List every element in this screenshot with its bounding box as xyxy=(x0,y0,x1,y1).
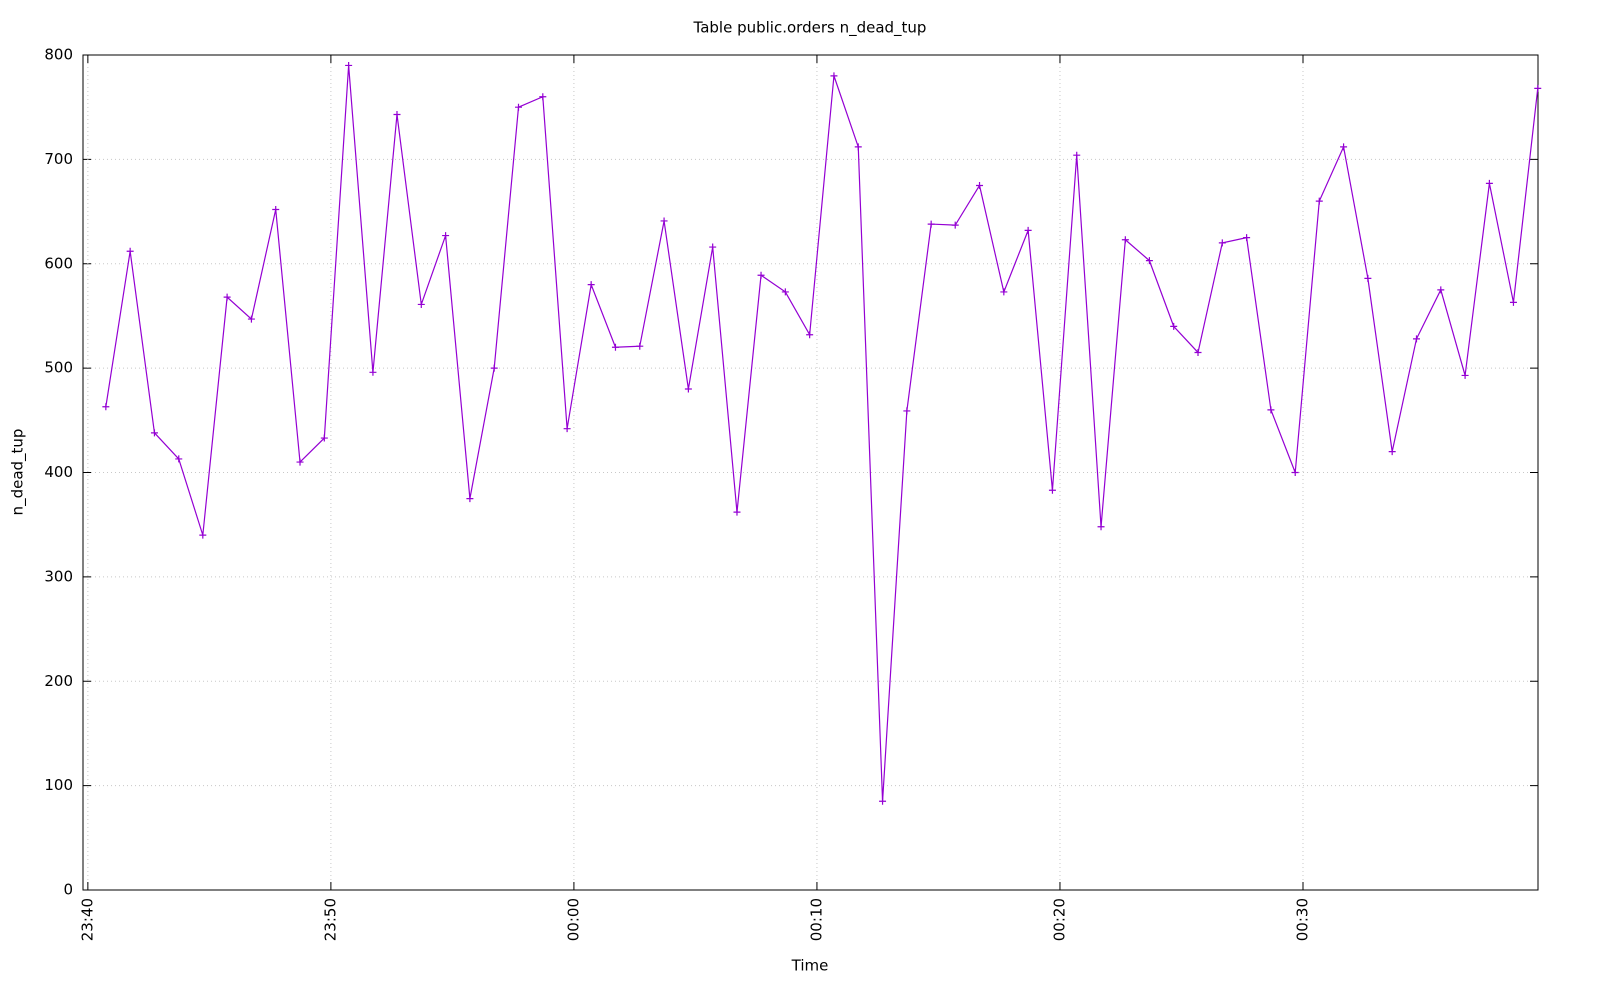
data-point xyxy=(1340,143,1348,151)
data-point xyxy=(660,217,668,225)
data-point xyxy=(296,458,304,466)
data-point xyxy=(611,343,619,351)
y-tick-label: 200 xyxy=(44,672,73,690)
data-point xyxy=(247,315,255,323)
data-point xyxy=(199,531,207,539)
data-point xyxy=(1024,226,1032,234)
data-point xyxy=(854,143,862,151)
data-point xyxy=(272,205,280,213)
data-point xyxy=(976,181,984,189)
data-point xyxy=(442,232,450,240)
y-tick-label: 500 xyxy=(44,359,73,377)
x-tick-label: 00:30 xyxy=(1293,898,1311,941)
data-point xyxy=(515,103,523,111)
data-point xyxy=(1412,335,1420,343)
y-tick-label: 100 xyxy=(44,776,73,794)
data-point xyxy=(1364,274,1372,282)
data-point xyxy=(1000,288,1008,296)
data-point xyxy=(1121,236,1129,244)
data-point xyxy=(684,385,692,393)
data-point xyxy=(345,61,353,69)
data-point xyxy=(393,110,401,118)
data-point xyxy=(733,508,741,516)
y-tick-label: 300 xyxy=(44,567,73,585)
x-tick-label: 00:00 xyxy=(564,898,582,941)
data-point xyxy=(903,407,911,415)
y-tick-label: 600 xyxy=(44,254,73,272)
data-point xyxy=(1461,371,1469,379)
data-point xyxy=(1170,322,1178,330)
data-point xyxy=(369,368,377,376)
data-point xyxy=(806,331,814,339)
data-point xyxy=(757,271,765,279)
data-line xyxy=(105,65,1539,802)
data-point xyxy=(636,342,644,350)
data-point xyxy=(1267,406,1275,414)
y-tick-label: 700 xyxy=(44,150,73,168)
y-axis-label: n_dead_tup xyxy=(9,429,28,516)
data-point xyxy=(1291,469,1299,476)
data-point xyxy=(126,247,134,255)
data-point xyxy=(1509,298,1517,306)
data-point xyxy=(223,293,231,301)
data-point xyxy=(1218,239,1226,247)
data-point xyxy=(1437,286,1445,294)
plot-border xyxy=(82,54,1539,891)
data-point xyxy=(539,93,547,101)
data-point xyxy=(1315,197,1323,205)
y-tick-label: 800 xyxy=(44,46,73,64)
data-point xyxy=(1048,486,1056,494)
data-point xyxy=(320,434,328,442)
x-tick-label: 23:50 xyxy=(321,898,339,941)
y-tick-label: 0 xyxy=(63,881,73,899)
data-point xyxy=(781,288,789,296)
y-tick-label: 400 xyxy=(44,463,73,481)
data-point xyxy=(466,495,474,503)
data-point xyxy=(150,429,158,437)
data-point xyxy=(951,221,959,229)
data-point xyxy=(1097,523,1105,531)
data-point xyxy=(102,403,110,411)
data-point xyxy=(1194,348,1202,356)
data-point xyxy=(1485,179,1493,187)
data-point xyxy=(830,72,838,80)
data-point xyxy=(417,300,425,308)
data-point xyxy=(1243,234,1251,242)
data-point xyxy=(879,797,887,805)
data-point xyxy=(1534,84,1542,92)
data-point xyxy=(927,220,935,228)
x-tick-label: 23:40 xyxy=(78,898,96,941)
data-point xyxy=(1145,257,1153,265)
data-point xyxy=(1073,151,1081,159)
data-point xyxy=(587,281,595,289)
data-point xyxy=(1388,448,1396,456)
x-tick-label: 00:10 xyxy=(807,898,825,941)
data-point xyxy=(563,425,571,433)
chart-title: Table public.orders n_dead_tup xyxy=(693,19,927,38)
data-point xyxy=(490,364,498,372)
data-point xyxy=(709,243,717,251)
x-tick-label: 00:20 xyxy=(1050,898,1068,941)
data-point xyxy=(175,455,183,463)
x-axis-label: Time xyxy=(791,957,829,975)
